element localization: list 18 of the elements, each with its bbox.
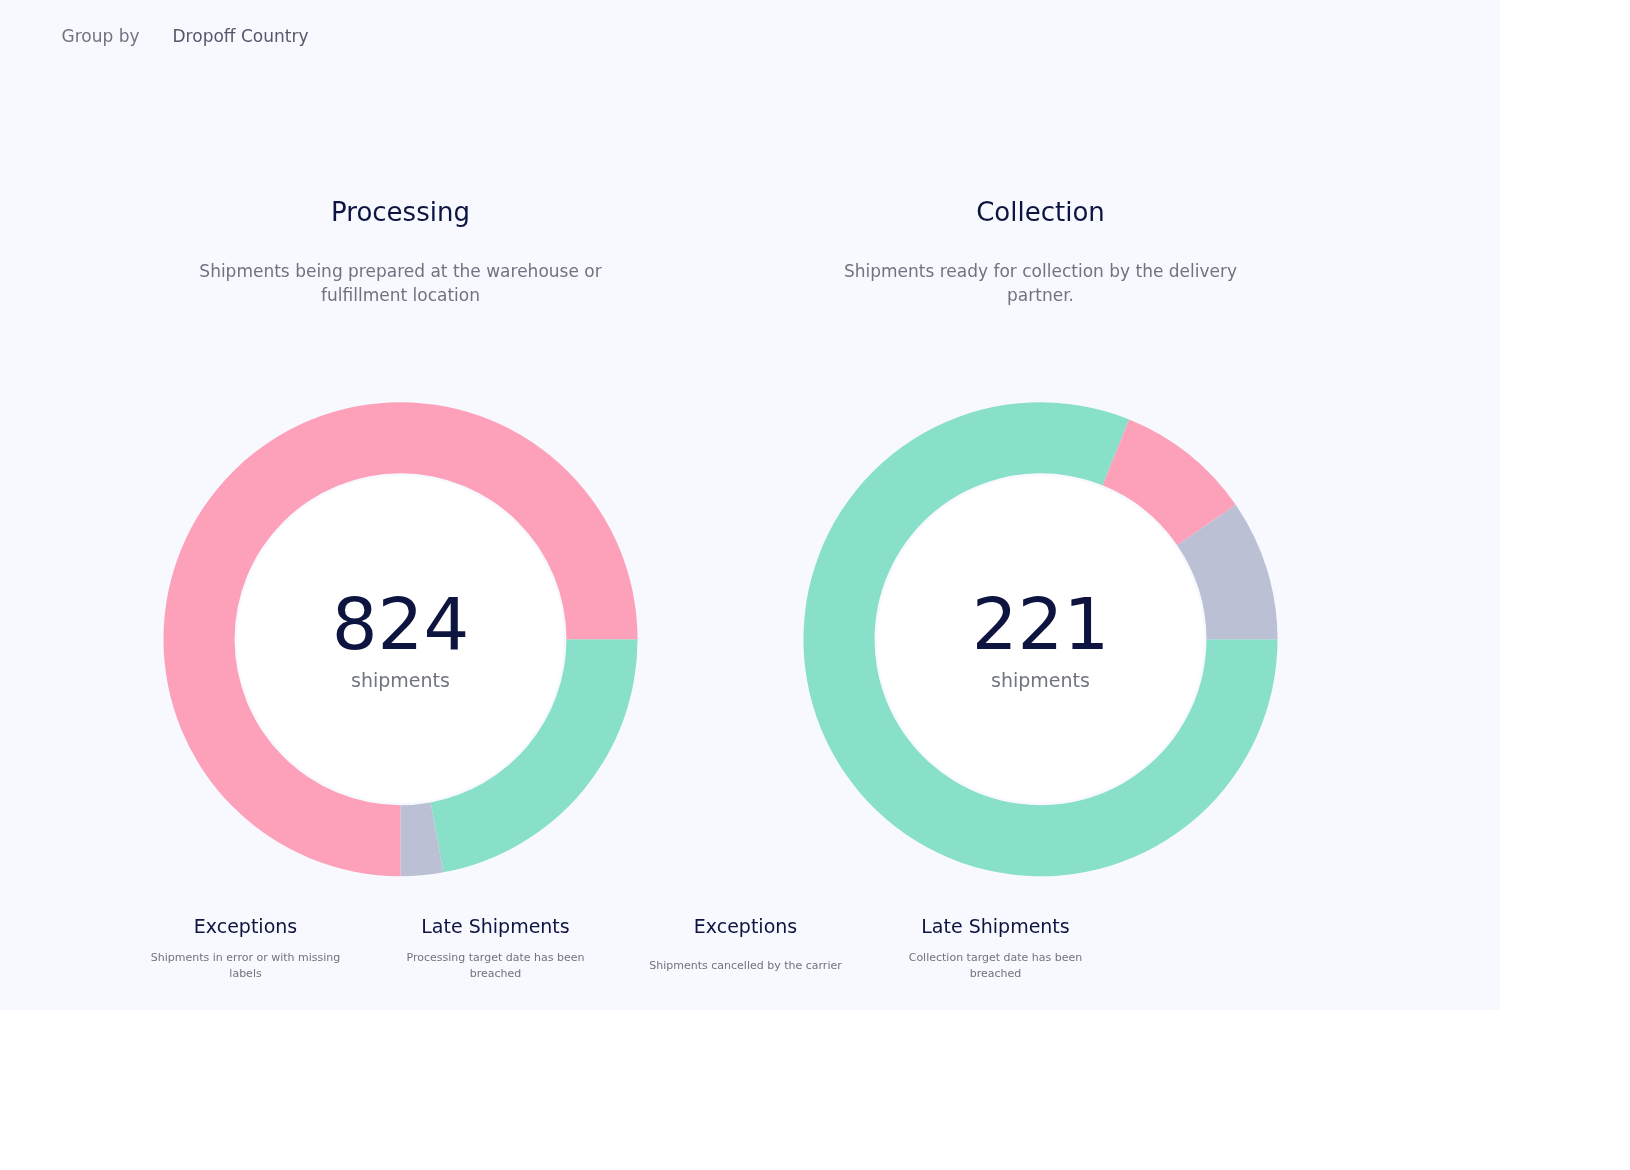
text: shipments	[991, 668, 1090, 691]
text: 824	[331, 582, 470, 667]
text: Collection target date has been breached	[908, 951, 1083, 980]
text: Group by	[61, 25, 140, 46]
text: Dropoff Country	[172, 25, 309, 46]
text: Shipments cancelled by the carrier	[649, 959, 843, 972]
text: shipments	[351, 668, 450, 691]
text: Late Shipments	[421, 914, 570, 937]
text: Processing target date has been breached	[406, 951, 585, 980]
chart-title: Processing	[331, 196, 470, 227]
text: Late Shipments	[921, 914, 1070, 937]
text: Exceptions	[693, 914, 798, 937]
text: 221	[971, 582, 1110, 667]
chart-subtitle: Shipments being prepared at the warehouse or fulfillment location	[199, 261, 602, 305]
text: Shipments in error or with missing labels	[150, 951, 341, 980]
chart-title: Collection	[976, 196, 1105, 227]
text: Exceptions	[193, 914, 298, 937]
chart-subtitle: Shipments ready for collection by the delivery partner.	[843, 261, 1238, 305]
